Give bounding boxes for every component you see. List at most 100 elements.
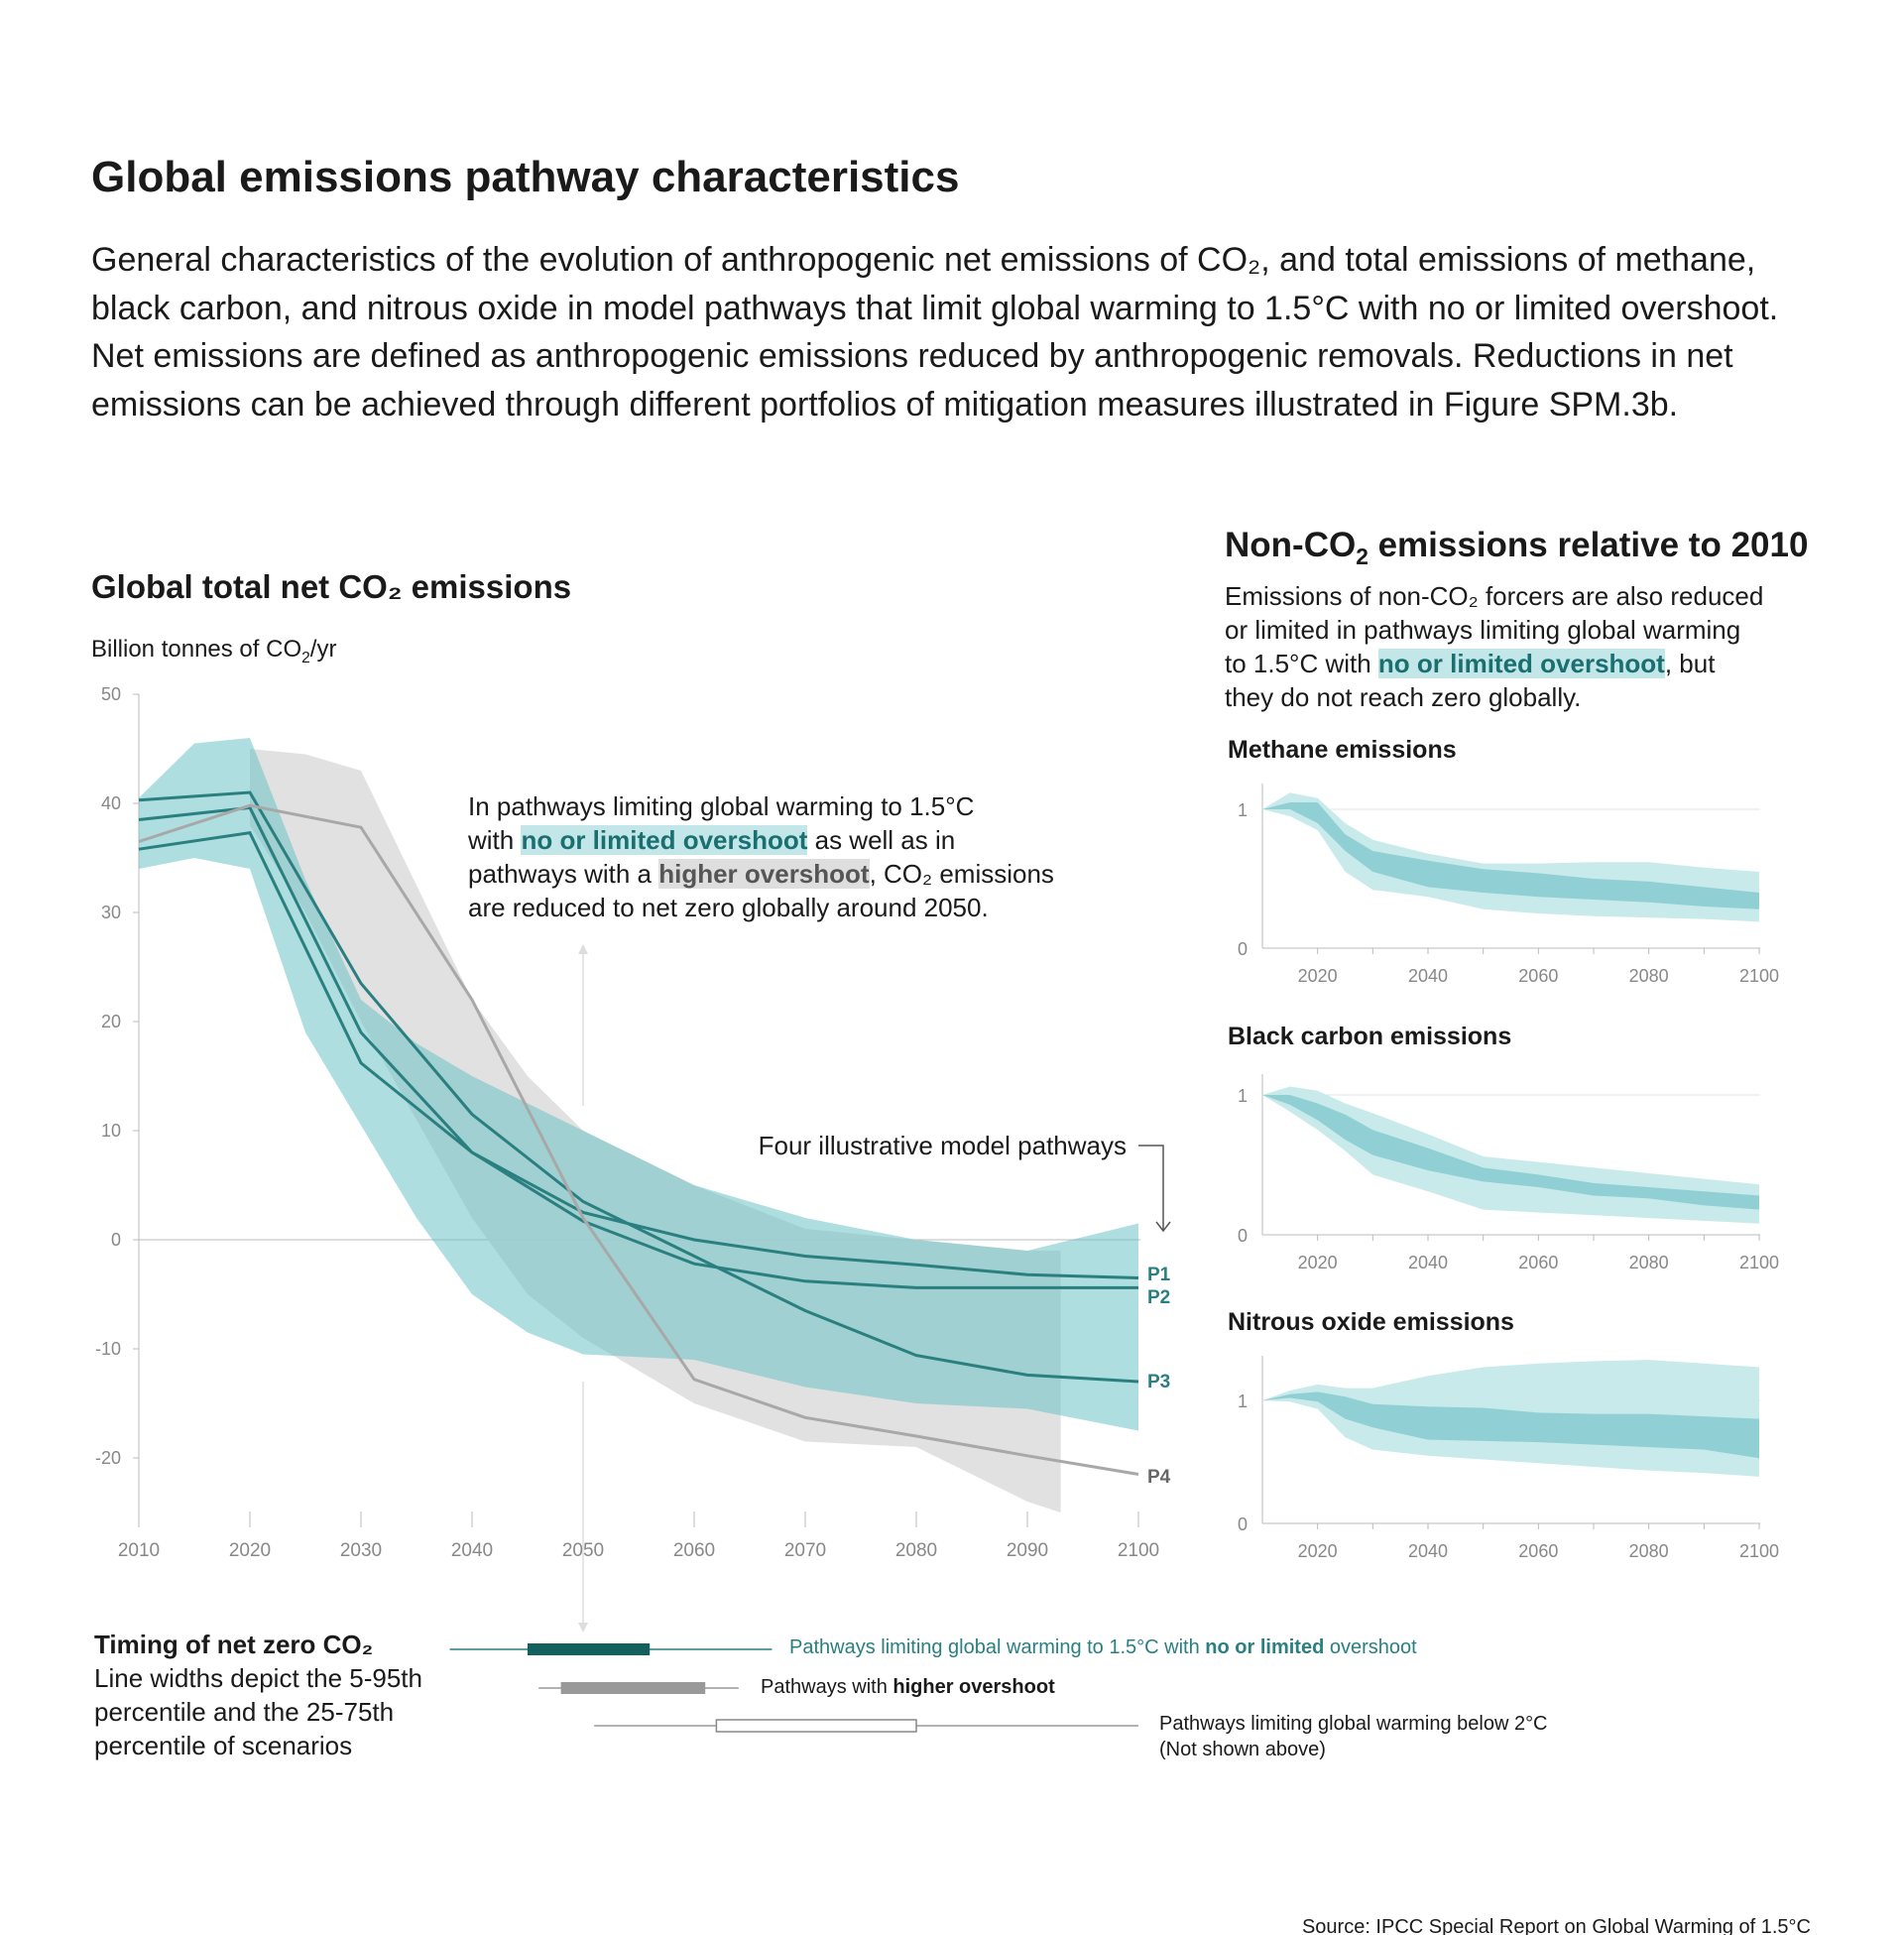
timing-title: Timing of net zero CO₂ bbox=[94, 1630, 374, 1659]
ylabel-sub: 2 bbox=[301, 649, 310, 666]
y-tick-label: -10 bbox=[95, 1339, 121, 1359]
x-tick-label: 2080 bbox=[1629, 1541, 1669, 1561]
y-tick-label: 1 bbox=[1238, 800, 1248, 820]
text: or limited in pathways limiting global w… bbox=[1225, 615, 1741, 645]
text: 2 bbox=[1356, 544, 1368, 569]
annotation-line: with no or limited overshoot as well as … bbox=[468, 823, 1054, 857]
text: pathways with a bbox=[468, 859, 659, 889]
black-carbon-emissions-band-5-95 bbox=[1262, 1086, 1759, 1224]
nitrous-oxide-title: Nitrous oxide emissions bbox=[1228, 1308, 1514, 1336]
y-tick-label: 0 bbox=[1238, 939, 1248, 959]
x-tick-label: 2080 bbox=[895, 1540, 937, 1561]
x-tick-label: 2100 bbox=[1739, 966, 1779, 986]
y-tick-label: 10 bbox=[101, 1121, 121, 1141]
y-tick-label: 50 bbox=[101, 684, 121, 704]
pathway-line-p1 bbox=[138, 831, 1139, 1279]
y-tick-label: 40 bbox=[101, 793, 121, 813]
timing-bar-25-75 bbox=[528, 1643, 651, 1655]
band-no-or-limited-overshoot bbox=[139, 738, 1138, 1431]
four-pathways-arrowhead bbox=[1155, 1221, 1171, 1233]
nitrous-oxide-emissions-band-25-75 bbox=[1262, 1391, 1759, 1459]
x-tick-label: 2020 bbox=[229, 1540, 271, 1561]
pathway-label-p4: P4 bbox=[1147, 1467, 1171, 1488]
x-tick-label: 2040 bbox=[1408, 966, 1448, 986]
arrow-up-head bbox=[578, 944, 588, 954]
x-tick-label: 2020 bbox=[1298, 1541, 1338, 1561]
source-note: Source: IPCC Special Report on Global Wa… bbox=[1301, 1916, 1811, 1935]
annotation-line: are reduced to net zero globally around … bbox=[468, 893, 989, 922]
text: , but bbox=[1664, 649, 1716, 678]
pathway-label-p1: P1 bbox=[1147, 1265, 1171, 1285]
non-co2-paragraph: Emissions of non-CO₂ forcers are also re… bbox=[1225, 579, 1763, 714]
x-tick-label: 2080 bbox=[1629, 1253, 1669, 1272]
text: , CO₂ emissions bbox=[869, 859, 1054, 889]
text: they do not reach zero globally. bbox=[1225, 682, 1582, 712]
x-tick-label: 2060 bbox=[1518, 1253, 1558, 1272]
y-tick-label: 1 bbox=[1238, 1086, 1248, 1106]
x-tick-label: 2020 bbox=[1298, 966, 1338, 986]
timing-bar-25-75 bbox=[715, 1719, 917, 1733]
x-tick-label: 2100 bbox=[1118, 1540, 1159, 1561]
annotation-line: pathways with a higher overshoot, CO₂ em… bbox=[468, 857, 1054, 891]
pathway-line-p4 bbox=[138, 803, 1139, 1476]
legend-label-3: Pathways limiting global warming below 2… bbox=[1159, 1711, 1548, 1762]
x-tick-label: 2070 bbox=[784, 1540, 826, 1561]
x-tick-label: 2040 bbox=[451, 1540, 493, 1561]
non-co2-heading: Non-CO2 emissions relative to 2010 bbox=[1225, 526, 1808, 570]
highlight-gray: higher overshoot bbox=[658, 859, 870, 889]
x-tick-label: 2030 bbox=[340, 1540, 382, 1561]
co2-chart-title: Global total net CO₂ emissions bbox=[91, 568, 572, 605]
text: as well as in bbox=[807, 825, 956, 855]
pathway-label-p3: P3 bbox=[1147, 1372, 1170, 1392]
pathway-line-p2 bbox=[138, 805, 1138, 1289]
text: Line widths depict the 5-95th bbox=[94, 1663, 422, 1693]
page-title: Global emissions pathway characteristics bbox=[91, 153, 960, 201]
x-tick-label: 2060 bbox=[1518, 1541, 1558, 1561]
highlight-teal: no or limited overshoot bbox=[1377, 649, 1665, 678]
methane-emissions-band-25-75 bbox=[1262, 802, 1759, 909]
ylabel-unit: /yr bbox=[309, 636, 337, 663]
y-tick-label: 1 bbox=[1238, 1391, 1248, 1411]
arrow-down-head bbox=[578, 1623, 588, 1633]
text: percentile and the 25-75th bbox=[94, 1697, 395, 1727]
co2-annotation: In pathways limiting global warming to 1… bbox=[468, 789, 1054, 924]
text: to 1.5°C with bbox=[1225, 649, 1378, 678]
text: higher overshoot bbox=[892, 1676, 1055, 1698]
text: with bbox=[468, 825, 522, 855]
text: Emissions of non-CO₂ forcers are also re… bbox=[1225, 581, 1764, 611]
pathway-line-p3 bbox=[138, 790, 1139, 1384]
y-tick-label: -20 bbox=[95, 1448, 121, 1468]
y-tick-label: 0 bbox=[1238, 1514, 1248, 1534]
legend-label-2: Pathways with higher overshoot bbox=[761, 1676, 1055, 1699]
y-tick-label: 30 bbox=[101, 903, 121, 922]
annotation-line: In pathways limiting global warming to 1… bbox=[468, 791, 975, 821]
ylabel-text: Billion tonnes of CO bbox=[91, 636, 302, 663]
x-tick-label: 2040 bbox=[1408, 1541, 1448, 1561]
methane-title: Methane emissions bbox=[1228, 736, 1457, 764]
text: overshoot bbox=[1324, 1636, 1417, 1658]
x-tick-label: 2090 bbox=[1007, 1540, 1048, 1561]
y-tick-label: 20 bbox=[101, 1012, 121, 1031]
legend-label-1: Pathways limiting global warming to 1.5°… bbox=[789, 1636, 1417, 1659]
x-tick-label: 2020 bbox=[1298, 1253, 1338, 1272]
x-tick-label: 2060 bbox=[673, 1540, 715, 1561]
y-tick-label: 0 bbox=[1238, 1226, 1248, 1246]
text: emissions relative to 2010 bbox=[1368, 526, 1809, 564]
co2-y-axis-label: Billion tonnes of CO2/yr bbox=[91, 636, 336, 667]
intro-paragraph: General characteristics of the evolution… bbox=[91, 241, 1779, 423]
text: Pathways limiting global warming below 2… bbox=[1159, 1713, 1548, 1735]
pathway-label-p2: P2 bbox=[1147, 1287, 1170, 1308]
black-carbon-emissions-band-25-75 bbox=[1262, 1095, 1759, 1210]
timing-legend: Timing of net zero CO₂ Line widths depic… bbox=[94, 1628, 422, 1762]
text: Pathways with bbox=[761, 1676, 893, 1698]
y-tick-label: 0 bbox=[111, 1230, 121, 1250]
four-pathways-label: Four illustrative model pathways bbox=[758, 1131, 1127, 1160]
x-tick-label: 2100 bbox=[1739, 1541, 1779, 1561]
text: Non-CO bbox=[1225, 526, 1357, 564]
text: to 1.5°C with no or limited overshoot, b… bbox=[1225, 647, 1763, 680]
four-pathways-connector bbox=[1138, 1145, 1164, 1230]
text: Pathways limiting global warming to 1.5°… bbox=[789, 1636, 1206, 1658]
text: (Not shown above) bbox=[1159, 1739, 1326, 1760]
